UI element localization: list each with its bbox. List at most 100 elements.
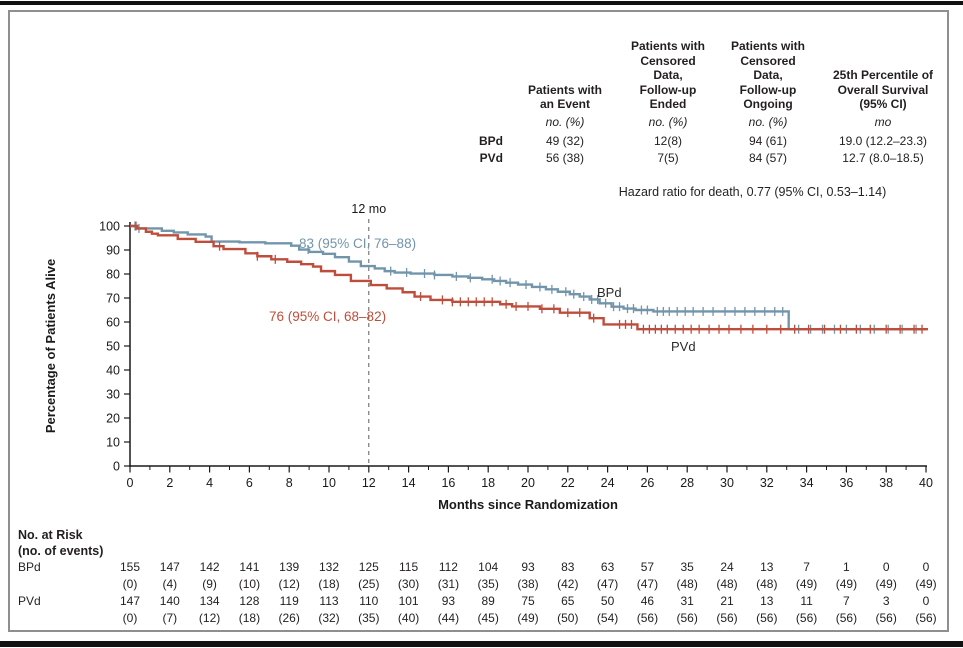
risk-cell-bpd-atrisk: 112 — [438, 560, 458, 574]
hazard-ratio-note: Hazard ratio for death, 0.77 (95% CI, 0.… — [618, 185, 887, 199]
risk-cell-bpd-atrisk: 115 — [399, 560, 419, 574]
risk-cell-pvd-events: (35) — [358, 611, 380, 625]
risk-row-label-bpd: BPd — [18, 560, 41, 574]
risk-cell-bpd-atrisk: 155 — [119, 560, 141, 574]
risk-cell-bpd-atrisk: 147 — [159, 560, 180, 574]
survival-annotation-bpd: 83 (95% CI, 76–88) — [299, 236, 416, 251]
risk-cell-bpd-events: (49) — [835, 577, 858, 591]
x-tick-label: 14 — [402, 476, 416, 490]
survival-annotation-pvd: 76 (95% CI, 68–82) — [269, 309, 386, 324]
risk-cell-pvd-atrisk: 128 — [239, 594, 260, 608]
risk-cell-pvd-atrisk: 119 — [279, 594, 299, 608]
risk-cell-bpd-atrisk: 142 — [199, 560, 220, 574]
risk-cell-pvd-atrisk: 11 — [800, 594, 813, 608]
risk-cell-pvd-events: (56) — [756, 611, 778, 625]
risk-cell-pvd-atrisk: 13 — [760, 594, 774, 608]
y-tick-label: 30 — [106, 388, 120, 402]
summary-col-header-survival: 25th Percentile of Overall Survival (95%… — [798, 26, 963, 112]
bottom-rule — [0, 641, 963, 647]
y-tick-label: 10 — [106, 436, 120, 450]
summary-value-bpd-survival: 19.0 (12.2–23.3) — [838, 134, 928, 148]
risk-cell-bpd-events: (35) — [477, 577, 499, 591]
risk-cell-pvd-atrisk: 3 — [882, 594, 890, 608]
risk-cell-pvd-events: (56) — [636, 611, 659, 625]
risk-cell-pvd-events: (7) — [162, 611, 178, 625]
summary-subheader-event: no. (%) — [545, 115, 585, 129]
y-tick-label: 60 — [106, 316, 120, 330]
risk-cell-bpd-atrisk: 35 — [680, 560, 694, 574]
x-tick-label: 12 — [362, 476, 376, 490]
risk-cell-bpd-events: (12) — [278, 577, 300, 591]
y-tick-label: 0 — [113, 460, 120, 474]
risk-cell-pvd-atrisk: 89 — [481, 594, 495, 608]
y-tick-label: 100 — [99, 220, 120, 234]
risk-cell-bpd-atrisk: 141 — [239, 560, 260, 574]
risk-cell-bpd-events: (9) — [202, 577, 217, 591]
risk-cell-bpd-atrisk: 24 — [720, 560, 734, 574]
summary-col-header-censored-ongoing-label: Patients with Censored Data, Follow-up O… — [730, 38, 805, 112]
risk-cell-pvd-atrisk: 50 — [600, 594, 615, 608]
summary-value-pvd-censored-ended: 7(5) — [657, 151, 679, 165]
risk-cell-pvd-events: (56) — [915, 611, 937, 625]
risk-cell-bpd-events: (47) — [596, 577, 619, 591]
risk-cell-pvd-atrisk: 31 — [680, 594, 694, 608]
risk-cell-pvd-atrisk: 7 — [843, 594, 850, 608]
summary-subheader-censored-ended: no. (%) — [648, 115, 688, 129]
risk-cell-pvd-events: (18) — [238, 611, 261, 625]
risk-cell-bpd-events: (48) — [756, 577, 778, 591]
risk-cell-pvd-events: (56) — [875, 611, 897, 625]
risk-cell-pvd-events: (56) — [716, 611, 738, 625]
risk-cell-bpd-atrisk: 0 — [922, 560, 930, 574]
x-tick-label: 32 — [760, 476, 774, 490]
risk-cell-bpd-atrisk: 104 — [478, 560, 499, 574]
curve-label-pvd: PVd — [671, 339, 696, 354]
risk-cell-pvd-atrisk: 134 — [199, 594, 220, 608]
summary-subheader-censored-ongoing: no. (%) — [748, 115, 788, 129]
risk-cell-bpd-events: (18) — [318, 577, 340, 591]
y-tick-label: 50 — [106, 340, 120, 354]
summary-col-header-event-label: Patients with an Event — [527, 82, 602, 112]
figure-border-box — [8, 10, 949, 632]
risk-cell-pvd-events: (49) — [517, 611, 539, 625]
km-curve-pvd — [130, 224, 928, 331]
summary-value-pvd-event: 56 (38) — [545, 151, 585, 165]
risk-cell-bpd-events: (48) — [716, 577, 738, 591]
summary-value-bpd-censored-ended: 12(8) — [653, 134, 682, 148]
summary-col-header-censored-ended: Patients with Censored Data, Follow-up E… — [613, 26, 723, 112]
x-tick-label: 18 — [481, 476, 495, 490]
risk-cell-bpd-atrisk: 83 — [561, 560, 575, 574]
risk-cell-bpd-events: (38) — [517, 577, 539, 591]
x-tick-label: 40 — [919, 476, 933, 490]
summary-value-bpd-censored-ongoing: 94 (61) — [748, 134, 788, 148]
risk-cell-pvd-atrisk: 110 — [359, 594, 379, 608]
risk-cell-bpd-events: (0) — [122, 577, 138, 591]
risk-cell-pvd-events: (32) — [318, 611, 340, 625]
x-tick-label: 38 — [879, 476, 893, 490]
risk-cell-pvd-atrisk: 147 — [119, 594, 141, 608]
risk-cell-bpd-events: (49) — [795, 577, 818, 591]
risk-cell-bpd-events: (31) — [437, 577, 460, 591]
risk-cell-pvd-atrisk: 113 — [319, 594, 339, 608]
top-rule — [0, 1, 963, 5]
risk-cell-bpd-atrisk: 13 — [760, 560, 774, 574]
risk-cell-bpd-events: (4) — [162, 577, 178, 591]
risk-cell-pvd-events: (54) — [596, 611, 619, 625]
x-tick-label: 24 — [601, 476, 615, 490]
risk-cell-bpd-atrisk: 93 — [521, 560, 535, 574]
risk-cell-bpd-events: (42) — [557, 577, 579, 591]
y-tick-label: 80 — [106, 268, 120, 282]
risk-cell-bpd-atrisk: 57 — [640, 560, 655, 574]
risk-cell-bpd-atrisk: 132 — [318, 560, 340, 574]
risk-cell-bpd-atrisk: 63 — [600, 560, 615, 574]
summary-subheader-survival: mo — [874, 115, 892, 129]
x-tick-label: 0 — [127, 476, 134, 490]
summary-value-pvd-survival: 12.7 (8.0–18.5) — [842, 151, 924, 165]
risk-cell-pvd-events: (56) — [676, 611, 698, 625]
risk-cell-bpd-atrisk: 0 — [882, 560, 890, 574]
risk-row-label-pvd: PVd — [18, 594, 41, 608]
risk-cell-pvd-events: (50) — [557, 611, 579, 625]
x-tick-label: 2 — [166, 476, 173, 490]
x-tick-label: 30 — [720, 476, 734, 490]
